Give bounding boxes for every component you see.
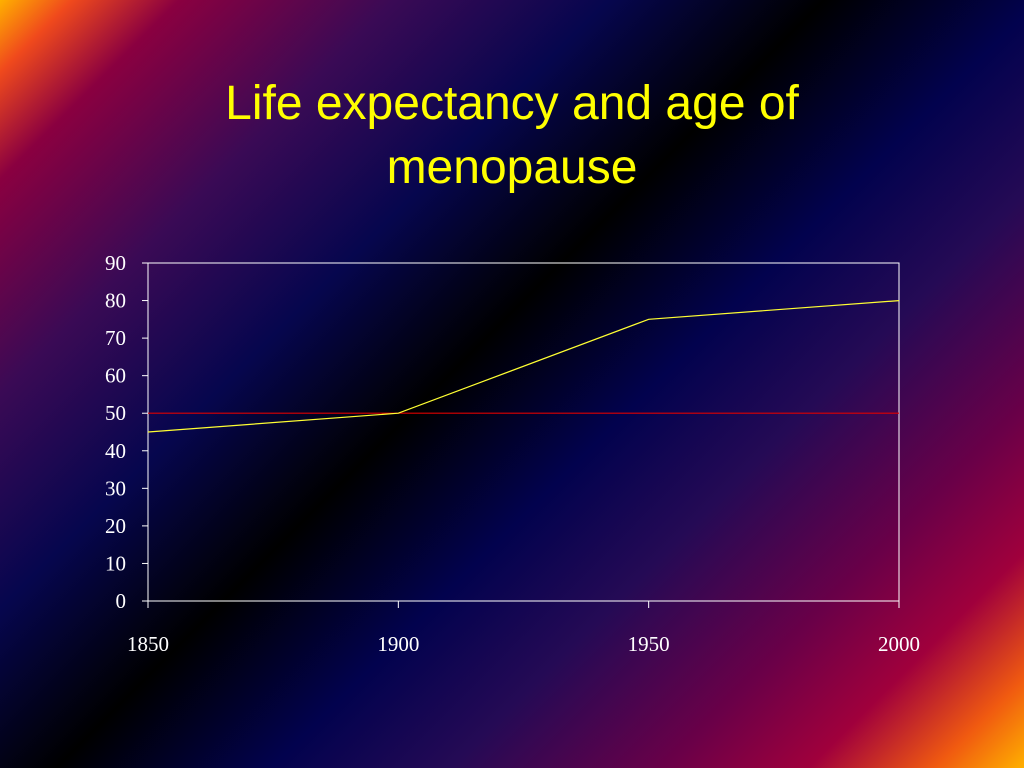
slide-title: Life expectancy and age of menopause [0,72,1024,200]
y-tick-label: 30 [105,476,126,500]
x-tick-label: 2000 [878,632,920,656]
x-tick-label: 1900 [377,632,419,656]
series-layer [147,300,900,433]
y-tick-label: 70 [105,326,126,350]
y-tick-label: 80 [105,289,126,313]
y-tick-label: 60 [105,364,126,388]
y-axis: 0 10 20 30 40 50 60 70 80 90 [105,251,148,613]
plot-area-border [147,262,900,602]
y-tick-label: 50 [105,401,126,425]
slide-title-line-2: menopause [386,141,638,194]
y-tick-label: 40 [105,439,126,463]
y-tick-label: 10 [105,551,126,575]
menopause-age-line [147,300,900,433]
y-tick-label: 20 [105,514,126,538]
y-tick-label: 0 [116,589,127,613]
x-tick-label: 1950 [628,632,670,656]
y-tick-label: 90 [105,251,126,275]
plot-frame [147,262,900,602]
x-axis: 1850 1900 1950 2000 [127,601,920,656]
slide-title-line-1: Life expectancy and age of [225,77,799,130]
x-tick-label: 1850 [127,632,169,656]
